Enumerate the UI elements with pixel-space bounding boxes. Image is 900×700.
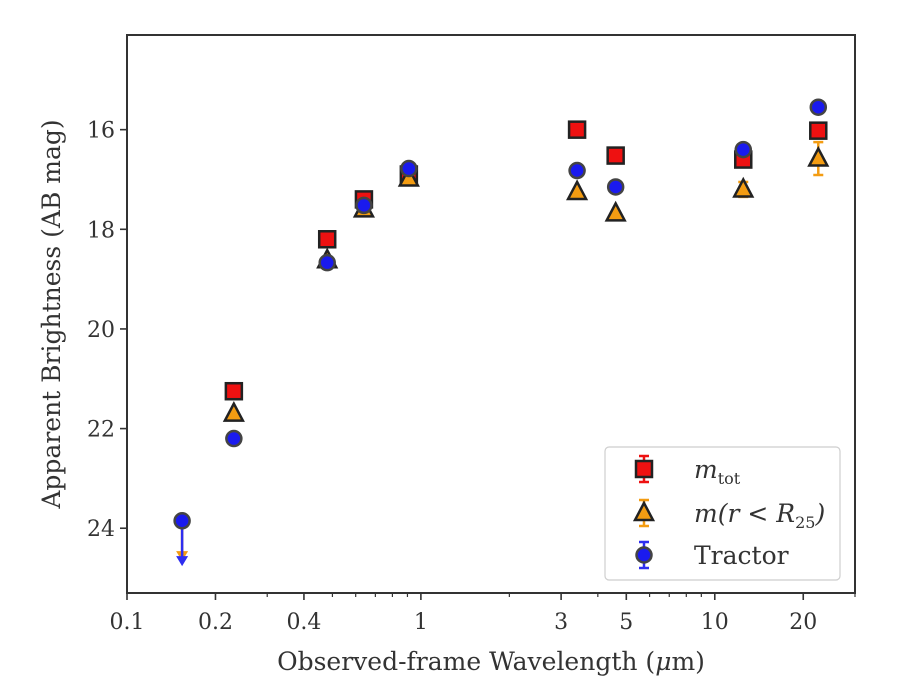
legend-label: Tractor (694, 541, 789, 570)
plot-frame (126, 34, 856, 594)
data-point-circle (568, 161, 586, 180)
x-axis-label-text: Observed-frame Wavelength ( (277, 647, 655, 676)
x-tick-label: 3 (554, 610, 568, 635)
data-marks (173, 98, 830, 567)
data-point-circle (606, 178, 625, 196)
legend-label-sub: 25 (795, 513, 815, 532)
data-point-square (809, 121, 828, 140)
data-point-circle (809, 98, 828, 116)
legend: mtot m(r < R25) Tractor (604, 446, 841, 581)
series-triangle (222, 140, 830, 422)
series-square (224, 120, 828, 401)
data-point-square (606, 146, 625, 165)
x-tick-label: 1 (414, 610, 428, 635)
data-point-circle (225, 429, 243, 448)
x-axis-label-mu: μ (655, 647, 671, 676)
x-tick-label: 0.4 (286, 610, 321, 635)
data-point-square (317, 230, 337, 249)
legend-marker-circle (635, 546, 653, 564)
legend-label-main: m(r < R (694, 499, 795, 528)
legend-marker-triangle (632, 500, 656, 522)
legend-label: m(r < R25) (694, 499, 825, 532)
x-tick-label: 0.1 (110, 610, 145, 635)
data-point-triangle (732, 176, 755, 198)
data-point-triangle (807, 145, 830, 167)
x-tick-label: 5 (619, 610, 633, 635)
y-tick-label: 18 (87, 218, 115, 243)
legend-label-end: ) (814, 499, 825, 528)
y-tick-label: 20 (87, 318, 115, 343)
legend-label-sub: tot (718, 469, 741, 488)
data-point-triangle (566, 179, 589, 201)
data-point-circle (318, 253, 336, 272)
upper-limit-arrow (176, 556, 189, 567)
data-point-triangle (604, 200, 627, 222)
y-tick-label: 22 (87, 418, 115, 443)
x-tick-label: 10 (701, 610, 729, 635)
legend-label-main: Tractor (694, 541, 789, 570)
data-point-circle (173, 512, 191, 530)
data-point-circle (734, 140, 753, 159)
data-point-square (224, 381, 244, 401)
legend-label: mtot (694, 455, 741, 488)
data-point-circle (400, 159, 418, 178)
y-tick-label: 16 (87, 119, 115, 144)
series-circle (173, 98, 828, 567)
legend-box (604, 446, 841, 581)
axes: 0.1 0.2 0.4 1 3 5 10 20 16 18 20 22 24 (87, 34, 856, 635)
legend-label-main: m (694, 455, 718, 484)
y-axis-label: Apparent Brightness (AB mag) (37, 119, 66, 509)
x-tick-label: 0.2 (198, 610, 233, 635)
x-axis-label: Observed-frame Wavelength (μm) (277, 647, 705, 676)
data-point-triangle (222, 400, 245, 422)
data-point-square (567, 120, 587, 139)
y-tick-label: 24 (87, 517, 115, 542)
x-axis-label-unit: m) (671, 647, 704, 676)
data-point-circle (355, 196, 373, 215)
legend-marker-square (634, 459, 654, 479)
x-tick-label: 20 (789, 610, 817, 635)
